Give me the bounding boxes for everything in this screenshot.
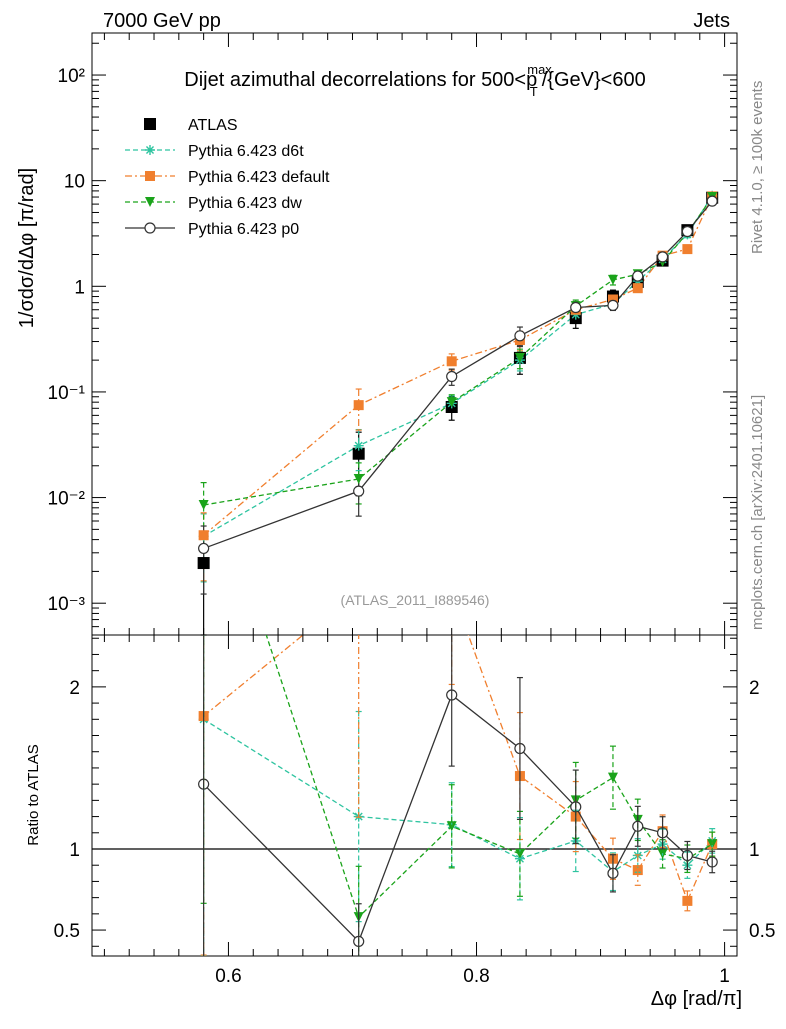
analysis-id: (ATLAS_2011_I889546) [341,592,490,608]
upper-point-p0 [353,485,365,497]
upper-point-data [352,447,365,460]
lower-ylabel: Ratio to ATLAS [25,744,42,845]
legend-label-p0: Pythia 6.423 p0 [188,221,299,238]
upper-point-dw [353,473,364,484]
lower-line-p0 [203,693,713,943]
lower-y-tick-label: 1 [69,840,80,861]
legend-marker-d6t [145,145,155,155]
upper-point-d6t [353,440,364,451]
upper-point-p0 [446,370,458,383]
lower-y-tick-label-right: 2 [749,678,760,699]
header-right: Jets [693,10,730,32]
upper-point-dw [514,352,525,363]
lower-y-tick-label-right: 0.5 [749,921,775,942]
axis-ticks [92,33,737,956]
upper-point-default [607,294,618,305]
series-lines [203,195,713,550]
upper-point-p0 [198,542,210,555]
title-prefix: Dijet azimuthal decorrelations for 500<p [184,69,537,91]
lower-panel-frame [91,634,738,957]
upper-line-d6t [203,195,713,537]
upper-y-tick-label: 10⁻¹ [48,383,86,404]
legend: ATLAS Pythia 6.423 d6t Pythia 6.423 defaul… [125,117,330,238]
upper-point-dw [198,500,209,511]
xlabel: Δφ [rad/π] [651,988,742,1010]
upper-point-p0 [514,330,526,342]
legend-marker-default [145,171,155,181]
upper-y-tick-label: 10⁻³ [48,594,86,615]
upper-point-data [197,557,210,570]
legend-label-d6t: Pythia 6.423 d6t [188,143,304,160]
upper-y-tick-label: 10² [58,66,85,87]
upper-point-p0 [607,299,619,311]
lower-series [198,635,718,948]
upper-line-default [203,196,713,536]
upper-line-dw [203,196,713,506]
title-sub: T [530,84,538,99]
series-markers [197,190,719,570]
lower-point-dw [607,772,618,783]
error-bars [200,192,716,636]
upper-point-dw [607,274,618,285]
plot-title: Dijet azimuthal decorrelations for 500<p… [184,62,645,99]
upper-line-p0 [203,200,713,550]
upper-y-tick-label: 10 [64,172,85,193]
upper-point-default [353,400,364,411]
lower-y-tick-label: 2 [69,678,80,699]
upper-point-p0 [681,225,693,238]
legend-marker-dw [145,197,155,207]
title-sup: max [527,62,552,77]
upper-ylabel: 1/σdσ/dΔφ [π/rad] [16,168,38,328]
upper-point-default [632,283,643,294]
legend-label-data: ATLAS [188,117,238,134]
title-suffix: /{GeV}<600 [542,69,646,91]
upper-point-p0 [706,195,718,207]
legend-label-default: Pythia 6.423 default [188,169,330,186]
mcplots-label: mcplots.cern.ch [arXiv:2401.10621] [749,395,766,630]
lower-y-tick-label-right: 1 [749,840,760,861]
legend-marker-data [144,118,156,130]
legend-marker-p0 [144,222,156,234]
upper-y-tick-label: 1 [74,277,85,298]
upper-point-p0 [632,270,644,282]
tick-labels: 10⁻³ 10⁻² 10⁻¹ 1 10 10² 0.5 0.5 1 1 2 2 0.6 0.8 1 [48,66,776,987]
lower-y-tick-label: 0.5 [54,921,80,942]
upper-point-dw [446,397,457,408]
upper-point-default [198,530,209,541]
lower-line-default [203,635,713,903]
header-left: 7000 GeV pp [103,10,221,32]
legend-label-dw: Pythia 6.423 dw [188,195,302,212]
lower-line-d6t [203,718,713,873]
upper-point-default [682,244,693,255]
upper-point-p0 [570,301,582,314]
x-tick-label: 1 [719,966,730,987]
x-tick-label: 0.6 [215,966,241,987]
upper-point-default [446,356,457,367]
x-tick-label: 0.8 [463,966,489,987]
upper-point-p0 [656,251,669,263]
upper-y-tick-label: 10⁻² [48,489,86,510]
lower-error-bars [200,635,716,956]
lower-line-dw [265,635,713,919]
lower-point-default [682,895,693,906]
rivet-label: Rivet 4.1.0, ≥ 100k events [749,81,766,254]
